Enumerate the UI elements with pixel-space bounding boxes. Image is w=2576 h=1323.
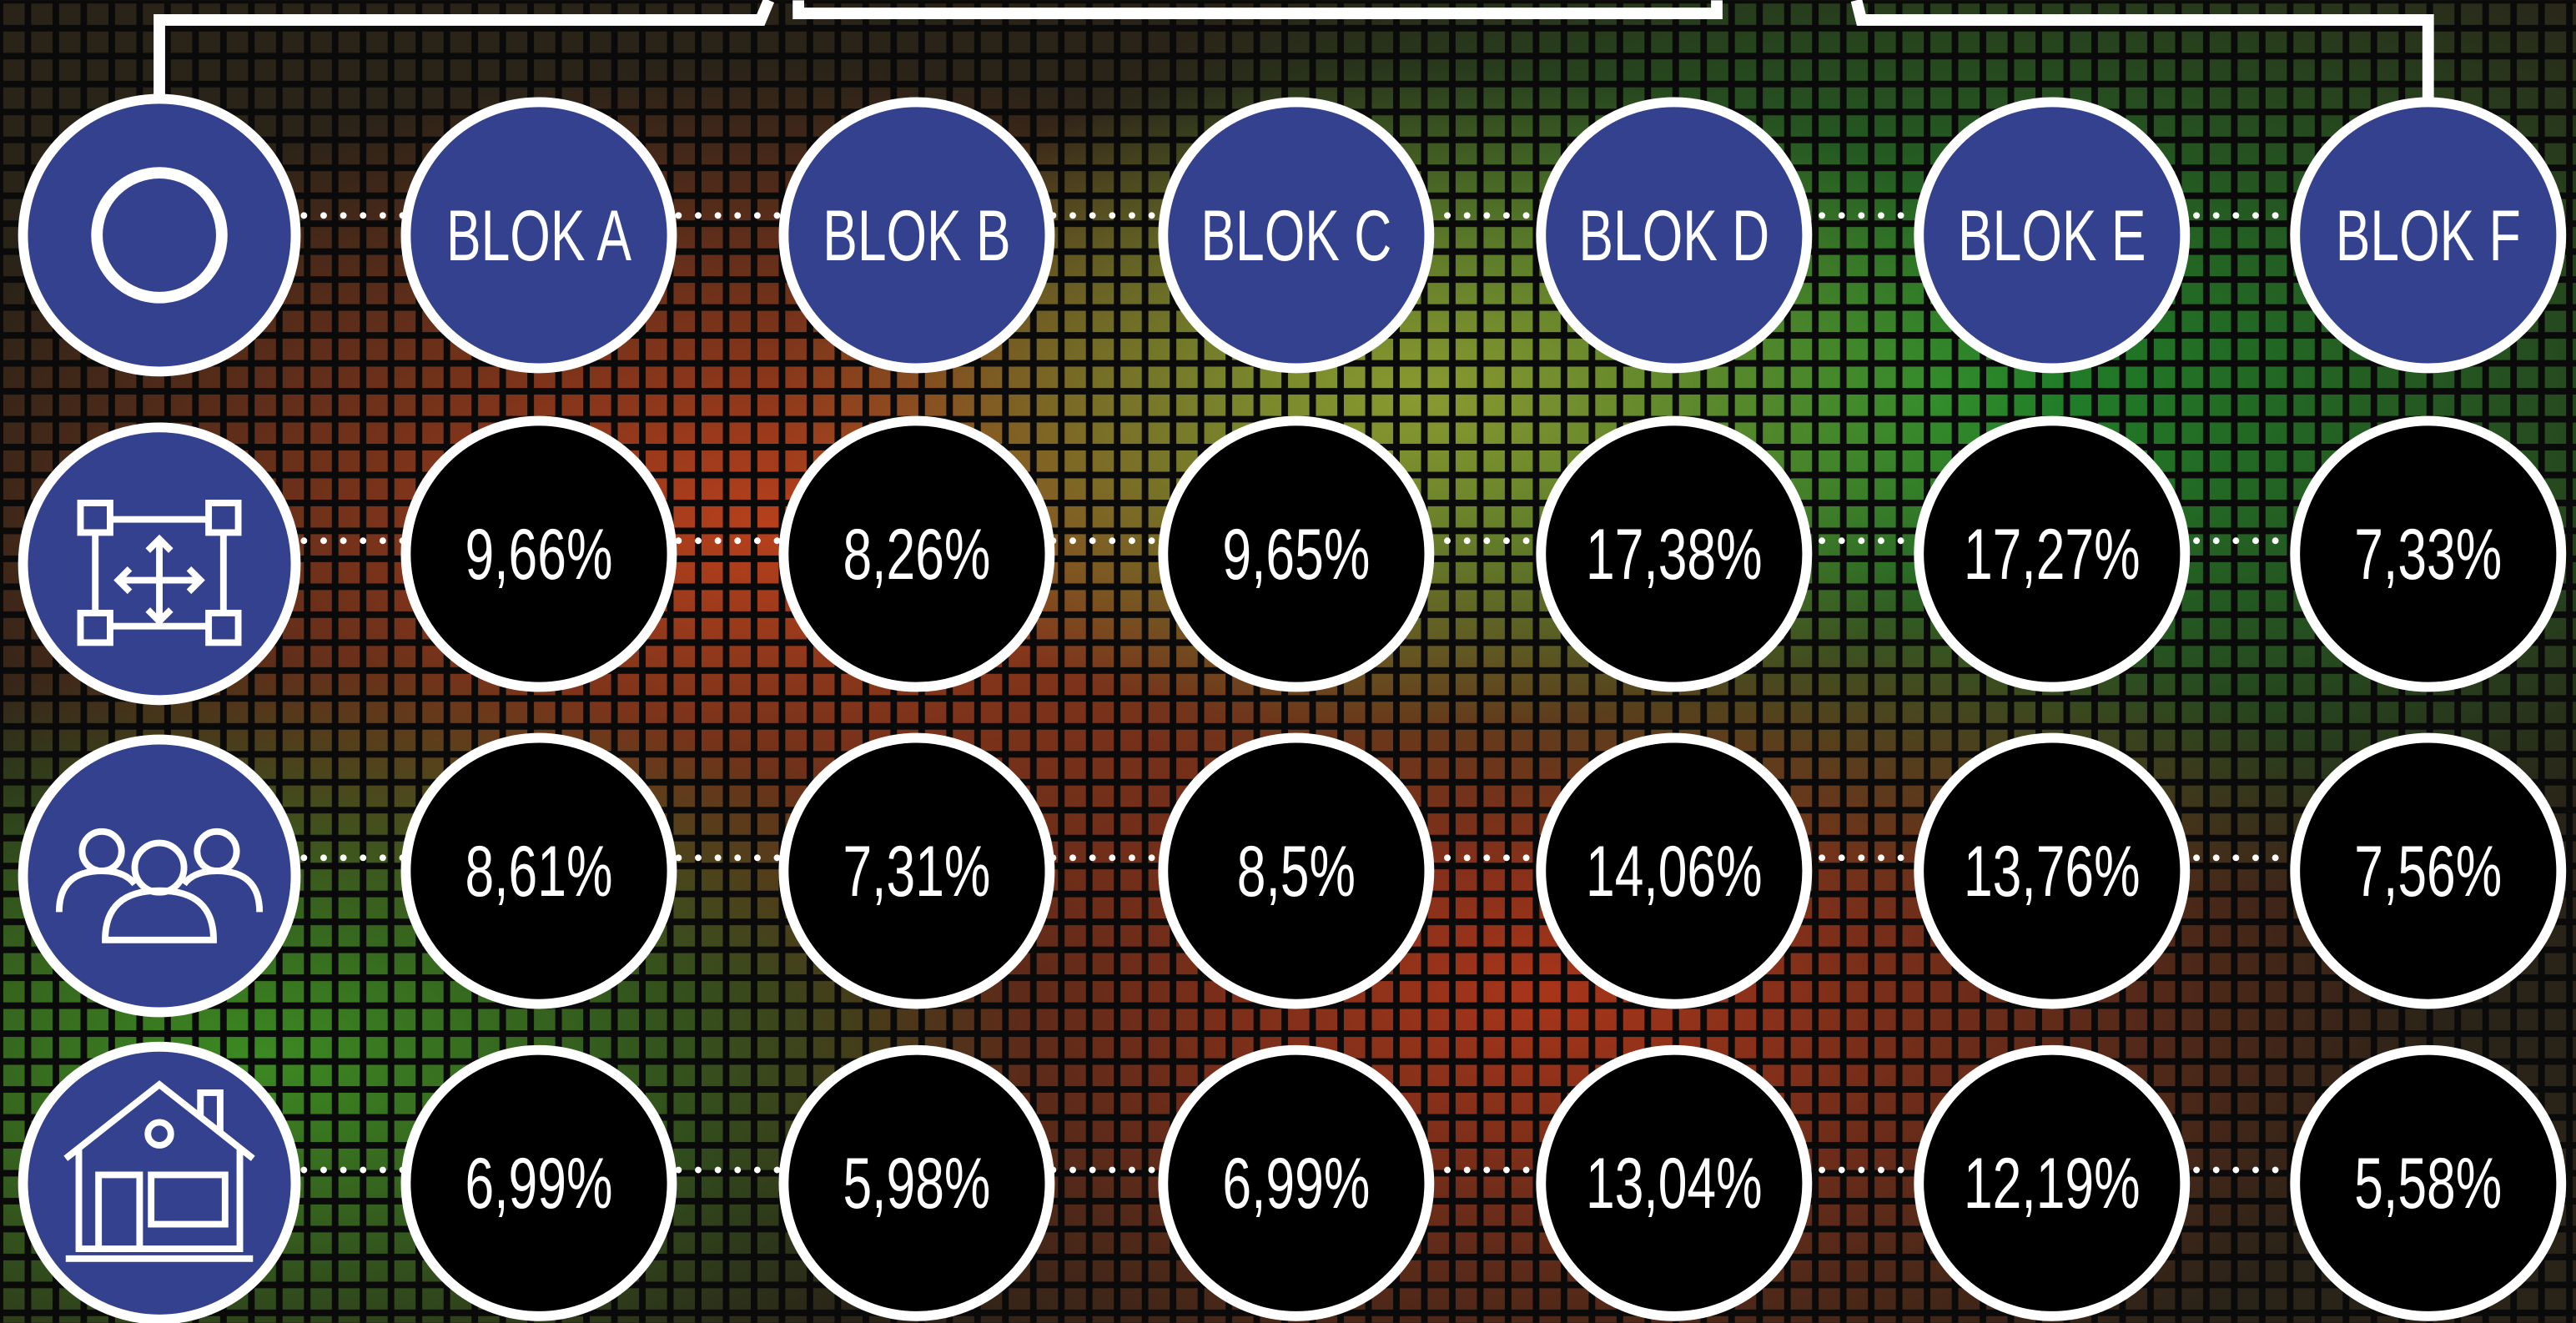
area-icon — [18, 422, 301, 706]
value-circle — [400, 1044, 677, 1321]
value-label: 6,99% — [1222, 1143, 1370, 1223]
value-label: 13,76% — [1964, 831, 2141, 911]
column-label: BLOK C — [1200, 195, 1391, 275]
value-label: 9,66% — [465, 514, 613, 594]
value-circle — [1536, 415, 1813, 692]
value-label: 7,33% — [2354, 514, 2502, 594]
column-label: BLOK E — [1958, 195, 2146, 275]
column-label: BLOK A — [446, 195, 631, 275]
value-circle — [778, 415, 1055, 692]
header-icon — [18, 93, 301, 377]
value-circle — [2290, 732, 2567, 1009]
value-circle — [1536, 1044, 1813, 1321]
header-circle — [400, 97, 677, 374]
value-circle — [778, 732, 1055, 1009]
value-label: 5,98% — [843, 1143, 990, 1223]
people-icon — [18, 734, 301, 1018]
value-circle — [1158, 1044, 1435, 1321]
value-circle — [1914, 732, 2191, 1009]
header-circle — [1536, 97, 1813, 374]
value-label: 17,27% — [1964, 514, 2141, 594]
value-circle — [1914, 1044, 2191, 1321]
header-circle — [1158, 97, 1435, 374]
value-circle — [400, 415, 677, 692]
value-label: 7,56% — [2354, 831, 2502, 911]
value-label: 12,19% — [1964, 1143, 2141, 1223]
value-label: 13,04% — [1586, 1143, 1763, 1223]
value-circle — [2290, 1044, 2567, 1321]
value-label: 7,31% — [843, 831, 990, 911]
value-label: 8,26% — [843, 514, 990, 594]
bracket — [153, 0, 2434, 103]
value-label: 8,5% — [1237, 831, 1356, 911]
header-circle — [1914, 97, 2191, 374]
value-label: 17,38% — [1586, 514, 1763, 594]
header-circle — [2290, 97, 2567, 374]
value-label: 6,99% — [465, 1143, 613, 1223]
column-label: BLOK B — [823, 195, 1010, 275]
value-circle — [1158, 732, 1435, 1009]
value-label: 5,58% — [2354, 1143, 2502, 1223]
value-label: 14,06% — [1586, 831, 1763, 911]
house-icon — [18, 1041, 301, 1323]
value-label: 8,61% — [465, 831, 613, 911]
cells: BLOK A BLOK B BLOK C BLOK D BLOK E BLOK F 9,66… — [400, 97, 2567, 1321]
column-label: BLOK F — [2336, 195, 2521, 275]
header-circle — [778, 97, 1055, 374]
value-circle — [778, 1044, 1055, 1321]
value-circle — [1914, 415, 2191, 692]
value-circle — [1158, 415, 1435, 692]
value-circle — [400, 732, 677, 1009]
value-label: 9,65% — [1222, 514, 1370, 594]
row-icons — [18, 93, 301, 1323]
value-circle — [2290, 415, 2567, 692]
column-label: BLOK D — [1578, 195, 1769, 275]
value-circle — [1536, 732, 1813, 1009]
